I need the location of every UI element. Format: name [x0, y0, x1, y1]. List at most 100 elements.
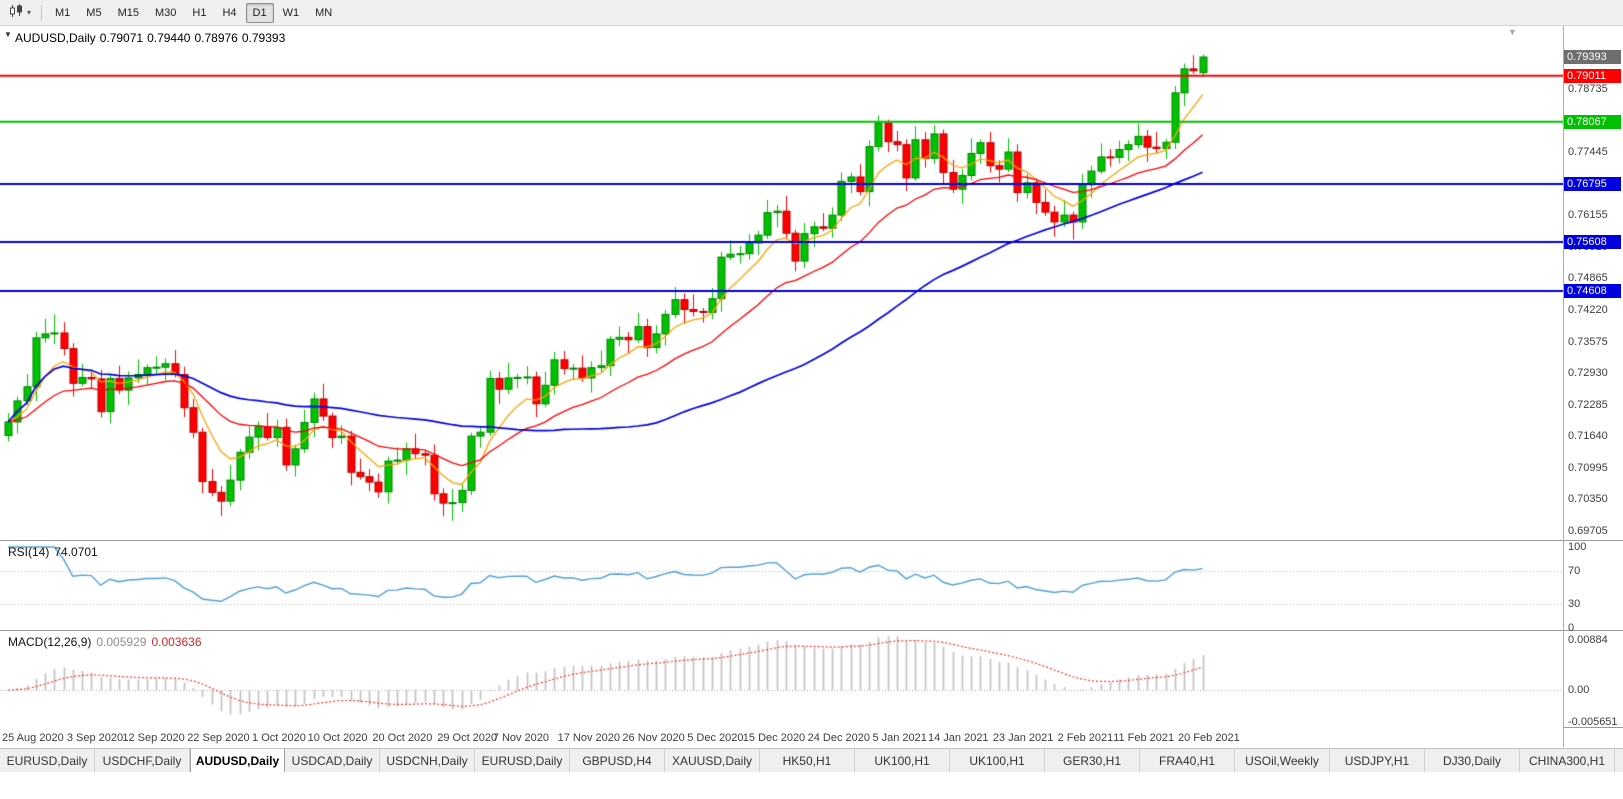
macd-scale-label: 0.00884 [1568, 634, 1608, 646]
macd-value-main: 0.005929 [96, 635, 147, 649]
timeframe-button-m30[interactable]: M30 [148, 3, 183, 23]
date-label: 20 Feb 2021 [1178, 732, 1240, 744]
timeframe-button-m15[interactable]: M15 [111, 3, 146, 23]
date-label: 22 Sep 2020 [187, 732, 250, 744]
rsi-panel-canvas[interactable] [0, 541, 1563, 630]
timeframe-button-m5[interactable]: M5 [79, 3, 108, 23]
level-price-tag: 0.74608 [1564, 283, 1621, 298]
price-tick-label: 0.74220 [1568, 303, 1608, 316]
macd-scale-label: -0.005651 [1568, 716, 1618, 728]
date-label: 25 Aug 2020 [2, 732, 64, 744]
symbol-tab-usdjpy-h1[interactable]: USDJPY,H1 [1330, 749, 1425, 772]
timeframe-button-h1[interactable]: H1 [185, 3, 213, 23]
macd-panel-canvas[interactable] [0, 631, 1563, 727]
price-tick-label: 0.78735 [1568, 83, 1608, 96]
date-label: 11 Feb 2021 [1113, 732, 1175, 744]
chart-tabbar: EURUSD,Daily USDCHF,Daily AUDUSD,Daily USDC… [0, 748, 1623, 772]
date-label: 1 Oct 2020 [252, 732, 306, 744]
rsi-name: RSI(14) [8, 545, 50, 559]
symbol-tab-china300-h1[interactable]: CHINA300,H1 [1520, 749, 1615, 772]
date-label: 15 Dec 2020 [742, 732, 806, 744]
date-label: 24 Dec 2020 [807, 732, 870, 744]
price-tick-label: 0.74865 [1568, 272, 1608, 285]
macd-scale-label: 0.00 [1568, 684, 1590, 697]
rsi-scale-label: 100 [1568, 541, 1587, 553]
symbol-tab-usdcnh-daily[interactable]: USDCNH,Daily [380, 749, 475, 772]
date-label: 5 Dec 2020 [687, 732, 744, 744]
rsi-scale-label: 70 [1568, 565, 1581, 578]
symbol-tab-eurusd-daily[interactable]: EURUSD,Daily [0, 749, 95, 772]
level-price-tag: 0.75608 [1564, 235, 1621, 250]
timeframe-button-m1[interactable]: M1 [48, 3, 77, 23]
chevron-down-icon: ▾ [27, 8, 32, 17]
symbol-tab-fra40-h1[interactable]: FRA40,H1 [1140, 749, 1235, 772]
timeframe-toolbar: ▾ M1 M5 M15 M30 H1 H4 D1 W1 MN [0, 0, 1623, 26]
macd-value-signal: 0.003636 [151, 635, 202, 649]
timeframe-button-w1[interactable]: W1 [276, 3, 307, 23]
price-tick-label: 0.72930 [1568, 367, 1608, 380]
ohlc-high: 0.79440 [147, 31, 191, 45]
date-label: 17 Nov 2020 [557, 732, 620, 744]
symbol-tab-gbpusd-h4[interactable]: GBPUSD,H4 [570, 749, 665, 772]
macd-label: MACD(12,26,9) 0.005929 0.003636 [8, 635, 207, 649]
symbol-tab-audusd-daily[interactable]: AUDUSD,Daily [190, 749, 285, 772]
price-tick-label: 0.69705 [1568, 524, 1608, 537]
price-tick-label: 0.77445 [1568, 146, 1608, 159]
symbol-tab-usoil-weekly[interactable]: USOil,Weekly [1235, 749, 1330, 772]
symbol-tab-uk100-h1[interactable]: UK100,H1 [855, 749, 950, 772]
symbol-tab-hk50-h1[interactable]: HK50,H1 [760, 749, 855, 772]
date-label: 26 Nov 2020 [622, 732, 685, 744]
time-axis[interactable]: 25 Aug 2020 3 Sep 2020 12 Sep 2020 22 Sep 2… [0, 727, 1563, 748]
ohlc-low: 0.78976 [194, 31, 238, 45]
current-price-tag: 0.79393 [1564, 50, 1621, 64]
chart-ohlc-label: AUDUSD,Daily 0.79071 0.79440 0.78976 0.79393 [15, 31, 289, 45]
price-tick-label: 0.72285 [1568, 398, 1608, 411]
price-tick-label: 0.76155 [1568, 209, 1608, 222]
main-chart-canvas[interactable] [0, 26, 1563, 540]
symbol-tab-usdchf-daily[interactable]: USDCHF,Daily [95, 749, 190, 772]
rsi-scale-label: 0 [1568, 622, 1575, 634]
symbol-tab-ger30-h1[interactable]: GER30,H1 [1045, 749, 1140, 772]
candlestick-chart-icon [9, 4, 25, 21]
ohlc-open: 0.79071 [99, 31, 144, 45]
timeframe-button-d1[interactable]: D1 [245, 2, 274, 23]
symbol-tab-eurusd-daily[interactable]: EURUSD,Daily [475, 749, 570, 772]
symbol-tab-xauusd-daily[interactable]: XAUUSD,Daily [665, 749, 760, 772]
symbol-tab-usdcad-daily[interactable]: USDCAD,Daily [285, 749, 380, 772]
symbol-name: AUDUSD,Daily [15, 31, 96, 45]
macd-axis[interactable]: 0.00884 0.00 -0.005651 [1563, 631, 1623, 728]
level-price-tag: 0.78067 [1564, 114, 1621, 129]
chart-shift-marker[interactable]: ▼ [1508, 27, 1517, 37]
price-tick-label: 0.73575 [1568, 335, 1608, 348]
price-axis[interactable]: 0.787350.774450.761550.755100.748650.742… [1563, 26, 1623, 540]
date-label: 29 Oct 2020 [437, 732, 498, 744]
chart-type-button[interactable]: ▾ [4, 2, 36, 24]
timeframe-button-h4[interactable]: H4 [215, 3, 243, 23]
level-price-tag: 0.76795 [1564, 177, 1621, 192]
date-label: 23 Jan 2021 [992, 732, 1054, 744]
panel-splitter[interactable] [0, 630, 1623, 631]
ohlc-close: 0.79393 [241, 31, 286, 45]
timeframe-buttons: M1 M5 M15 M30 H1 H4 D1 W1 MN [47, 2, 340, 23]
rsi-value: 74.0701 [54, 545, 98, 559]
rsi-axis[interactable]: 100 70 30 0 [1563, 541, 1623, 634]
symbol-tab-dj30-daily[interactable]: DJ30,Daily [1425, 749, 1520, 772]
timeframe-button-mn[interactable]: MN [308, 3, 339, 23]
symbol-tab-uk100-h1[interactable]: UK100,H1 [950, 749, 1045, 772]
date-label: 14 Jan 2021 [928, 732, 989, 744]
date-label: 5 Jan 2021 [872, 732, 927, 744]
price-tick-label: 0.70995 [1568, 461, 1608, 474]
rsi-label: RSI(14) 74.0701 [8, 545, 103, 559]
symbol-tab-u[interactable]: U [1615, 749, 1623, 772]
rsi-scale-label: 30 [1568, 597, 1581, 610]
date-label: 3 Sep 2020 [66, 732, 124, 744]
panel-splitter[interactable] [0, 540, 1623, 541]
date-label: 20 Oct 2020 [372, 732, 433, 744]
one-click-trading-toggle[interactable]: ▼ [4, 30, 12, 39]
price-tick-label: 0.70350 [1568, 493, 1608, 506]
level-price-tag: 0.79011 [1564, 68, 1621, 83]
date-label: 12 Sep 2020 [122, 732, 185, 744]
date-label: 10 Oct 2020 [307, 732, 368, 744]
macd-name: MACD(12,26,9) [8, 635, 92, 649]
